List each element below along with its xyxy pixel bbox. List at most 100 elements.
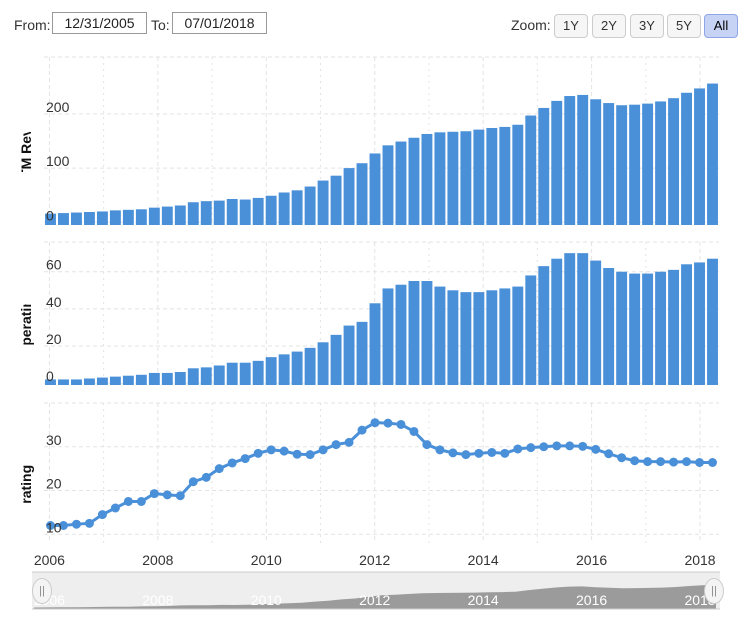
- navigator-right-handle[interactable]: ||: [704, 578, 724, 604]
- from-label: From:: [14, 17, 51, 33]
- navigator-area: [34, 584, 716, 609]
- chart-bar: [148, 207, 160, 225]
- chart-bar: [382, 288, 394, 385]
- chart-point: [188, 477, 198, 487]
- chart-point: [708, 458, 718, 467]
- y-axis-title: TTM Operating Income: [18, 237, 34, 389]
- chart-point: [383, 418, 393, 428]
- chart-point: [552, 441, 562, 451]
- chart-bar: [356, 321, 368, 385]
- chart-bar: [161, 372, 173, 385]
- y-axis-title: TTM Revenue: [18, 95, 34, 186]
- chart-bar: [499, 126, 511, 225]
- chart-bar: [525, 275, 537, 385]
- zoom-5y-button[interactable]: 5Y: [667, 14, 701, 38]
- chart-point: [513, 444, 523, 454]
- y-tick-label: 60: [46, 257, 62, 273]
- chart-bar: [668, 98, 680, 225]
- chart-bar: [590, 260, 602, 385]
- chart-bar: [460, 292, 472, 385]
- chart-bar: [499, 288, 511, 385]
- chart-bar: [187, 368, 199, 385]
- chart-bar: [460, 131, 472, 225]
- chart-bar: [486, 290, 498, 385]
- chart-bar: [655, 101, 667, 225]
- chart-bar: [304, 186, 316, 225]
- chart-bar: [330, 175, 342, 225]
- chart-bar: [369, 153, 381, 225]
- x-tick-label: 2016: [576, 552, 607, 568]
- chart-bar: [642, 103, 654, 225]
- chart-bar: [213, 365, 225, 385]
- chart-bar: [96, 211, 108, 225]
- chart-bar: [486, 127, 498, 225]
- chart-point: [292, 449, 302, 459]
- y-tick-label: 20: [46, 331, 62, 347]
- chart-bar: [83, 211, 95, 225]
- chart-point: [500, 448, 510, 458]
- x-tick-label: 2018: [684, 552, 715, 568]
- chart-bar: [538, 266, 550, 385]
- y-axis-title: Operating Margin: [18, 415, 34, 531]
- chart-bar: [239, 199, 251, 225]
- chart-bar: [395, 141, 407, 225]
- y-tick-label: 0: [46, 207, 54, 223]
- chart-point: [279, 446, 289, 456]
- chart-bar: [109, 376, 121, 385]
- chart-bar: [382, 145, 394, 225]
- chart-bar: [603, 103, 615, 225]
- x-tick-label: 2010: [251, 552, 282, 568]
- zoom-label: Zoom:: [511, 17, 551, 33]
- chart-bar: [200, 367, 212, 385]
- chart-point: [240, 454, 250, 464]
- chart-bar: [278, 192, 290, 225]
- chart-point: [253, 448, 263, 458]
- chart-point: [435, 445, 445, 455]
- chart-point: [97, 510, 107, 520]
- y-tick-label: 0: [46, 368, 54, 384]
- zoom-2y-button[interactable]: 2Y: [592, 14, 626, 38]
- chart-bar: [252, 197, 264, 225]
- chart-point: [656, 457, 666, 467]
- navigator-tick-label: 2008: [142, 592, 173, 608]
- zoom-all-button[interactable]: All: [704, 14, 738, 38]
- chart-point: [591, 444, 601, 454]
- y-tick-label: 10: [46, 519, 62, 535]
- chart-bar: [252, 360, 264, 385]
- chart-bar: [447, 131, 459, 225]
- y-tick-label: 20: [46, 476, 62, 492]
- chart-point: [305, 450, 315, 460]
- chart-bar: [681, 264, 692, 385]
- x-tick-label: 2012: [359, 552, 390, 568]
- chart-bar: [473, 292, 485, 385]
- chart-bar: [694, 88, 705, 226]
- chart-bar: [681, 92, 692, 226]
- chart-point: [474, 448, 484, 458]
- chart-bar: [512, 286, 524, 385]
- chart-bar: [187, 202, 199, 225]
- chart-bar: [226, 198, 238, 225]
- navigator-left-handle[interactable]: ||: [32, 578, 52, 604]
- chart-bar: [343, 325, 355, 385]
- chart-bar: [58, 379, 69, 385]
- y-tick-label: 200: [46, 99, 70, 115]
- to-date-input[interactable]: [172, 12, 267, 34]
- chart-bar: [265, 357, 277, 385]
- navigator-tick-label: 2016: [576, 592, 607, 608]
- chart-point: [71, 519, 81, 529]
- zoom-1y-button[interactable]: 1Y: [554, 14, 588, 38]
- from-date-input[interactable]: [52, 12, 147, 34]
- chart-bar: [71, 212, 82, 225]
- chart-bar: [71, 379, 82, 385]
- zoom-3y-button[interactable]: 3Y: [630, 14, 664, 38]
- chart-point: [396, 419, 406, 429]
- chart-bar: [45, 213, 56, 225]
- chart-point: [695, 458, 705, 467]
- navigator-tick-label: 2012: [359, 592, 390, 608]
- y-tick-label: 40: [46, 294, 62, 310]
- chart-panel-2: [44, 241, 719, 385]
- chart-point: [162, 490, 172, 500]
- chart-panel-3: [44, 402, 719, 543]
- chart-point: [214, 464, 224, 474]
- chart-point: [526, 443, 536, 453]
